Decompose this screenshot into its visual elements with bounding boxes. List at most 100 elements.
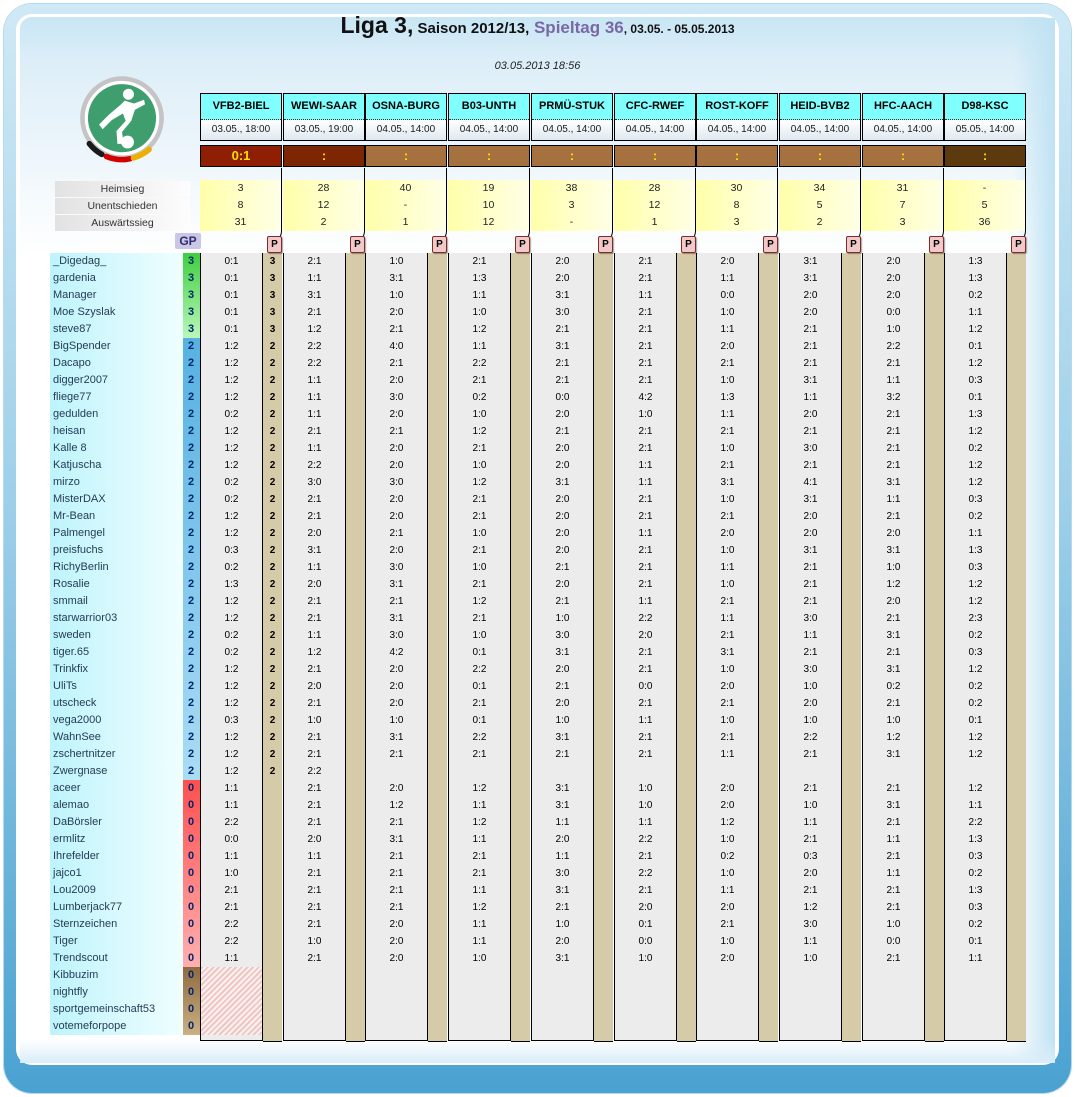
prediction-cell: 2:1 xyxy=(638,698,653,709)
points-cell: 2 xyxy=(269,562,276,573)
prediction-cell: 2:2 xyxy=(307,766,322,777)
match-teams: WEWI-SAAR xyxy=(284,94,364,120)
p-tab[interactable]: P xyxy=(681,236,696,253)
p-tab[interactable]: P xyxy=(267,236,282,253)
prediction-cell: 2:0 xyxy=(803,868,818,879)
gp-value: 3 xyxy=(187,323,195,335)
prediction-cell: 3:1 xyxy=(307,545,322,556)
p-tab[interactable]: P xyxy=(598,236,613,253)
gp-column-header[interactable]: GP xyxy=(175,233,201,249)
points-cell: 2 xyxy=(269,749,276,760)
points-cell: 2 xyxy=(269,443,276,454)
prediction-cell: 1:1 xyxy=(307,630,322,641)
gp-value: 2 xyxy=(187,476,195,488)
match-kickoff: 04.05., 14:00 xyxy=(615,120,695,140)
prediction-cell: 2:1 xyxy=(803,341,818,352)
points-column-bg xyxy=(511,253,530,1042)
match-column-header: VFB2-BIEL 03.05., 18:00 xyxy=(200,93,282,141)
player-name: _Digedag_ xyxy=(53,255,107,267)
player-name: alemao xyxy=(53,799,90,811)
prediction-cell: 2:1 xyxy=(389,902,404,913)
points-cell: 2 xyxy=(269,358,276,369)
prediction-cell: 1:2 xyxy=(224,460,239,471)
prediction-cell: 1:1 xyxy=(968,528,983,539)
title-matchday: Spieltag 36 xyxy=(529,18,624,37)
prediction-cell: 2:0 xyxy=(720,783,735,794)
prediction-cell: 1:0 xyxy=(886,919,901,930)
points-cell: 2 xyxy=(269,460,276,471)
prediction-cell: 1:1 xyxy=(886,868,901,879)
prediction-cell: 1:2 xyxy=(472,783,487,794)
prediction-cell: 2:1 xyxy=(803,749,818,760)
prediction-cell: 1:2 xyxy=(224,664,239,675)
prediction-cell: 2:1 xyxy=(720,426,735,437)
points-cell: 2 xyxy=(269,528,276,539)
prediction-cell: 1:1 xyxy=(968,800,983,811)
p-tab[interactable]: P xyxy=(515,236,530,253)
p-tab[interactable]: P xyxy=(1011,236,1026,253)
prediction-cell: 2:1 xyxy=(555,681,570,692)
match-result: : xyxy=(283,145,365,167)
points-cell: 2 xyxy=(269,341,276,352)
player-name: WahnSee xyxy=(53,731,101,743)
prediction-cell: 2:1 xyxy=(886,885,901,896)
p-tab[interactable]: P xyxy=(929,236,944,253)
prediction-cell: 1:2 xyxy=(472,426,487,437)
match-kickoff: 04.05., 14:00 xyxy=(697,120,777,140)
prediction-cell: 2:1 xyxy=(307,953,322,964)
league-logo xyxy=(76,74,168,166)
prediction-cell: 1:2 xyxy=(224,392,239,403)
score-column-bg xyxy=(531,253,594,1041)
score-column-bg xyxy=(365,253,428,1041)
prediction-cell: 2:1 xyxy=(555,902,570,913)
player-name: aceer xyxy=(53,782,81,794)
prediction-cell: 3:1 xyxy=(555,783,570,794)
prediction-cell: 2:1 xyxy=(886,613,901,624)
prediction-cell: 2:0 xyxy=(886,273,901,284)
prediction-cell: 2:1 xyxy=(307,902,322,913)
gp-value: 0 xyxy=(187,850,195,862)
prediction-cell: 1:2 xyxy=(886,579,901,590)
prediction-cell: 2:1 xyxy=(720,732,735,743)
match-kickoff: 05.05., 14:00 xyxy=(945,120,1025,140)
gp-value: 0 xyxy=(187,816,195,828)
prediction-cell: 2:1 xyxy=(803,324,818,335)
title-league: Liga 3, xyxy=(340,12,414,38)
gp-value: 0 xyxy=(187,1020,195,1032)
points-cell: 2 xyxy=(269,409,276,420)
prediction-cell: 1:0 xyxy=(803,800,818,811)
prediction-cell: 0:3 xyxy=(968,494,983,505)
prediction-cell: 2:0 xyxy=(720,953,735,964)
match-result: : xyxy=(862,145,944,167)
points-cell: 2 xyxy=(269,647,276,658)
prediction-cell: 2:1 xyxy=(472,545,487,556)
prediction-cell: 2:1 xyxy=(720,919,735,930)
stat-value: 34 xyxy=(813,182,826,194)
prediction-cell: 2:1 xyxy=(472,749,487,760)
prediction-cell: 3:1 xyxy=(886,749,901,760)
prediction-cell: 1:1 xyxy=(224,953,239,964)
stat-value: 5 xyxy=(816,199,823,211)
points-cell: 3 xyxy=(269,307,276,318)
prediction-cell: 1:2 xyxy=(224,698,239,709)
stat-value: - xyxy=(403,199,408,211)
stat-value: 3 xyxy=(237,182,244,194)
match-kickoff: 04.05., 14:00 xyxy=(366,120,446,140)
prediction-cell: 2:0 xyxy=(389,681,404,692)
prediction-cell: 2:1 xyxy=(886,953,901,964)
p-tab[interactable]: P xyxy=(350,236,365,253)
p-tab[interactable]: P xyxy=(432,236,447,253)
prediction-cell: 1:2 xyxy=(224,341,239,352)
prediction-cell: 2:1 xyxy=(307,256,322,267)
player-name: Moe Szyslak xyxy=(53,306,116,318)
prediction-cell: 1:0 xyxy=(389,290,404,301)
p-tab[interactable]: P xyxy=(846,236,861,253)
prediction-cell: 2:1 xyxy=(307,783,322,794)
prediction-cell: 1:0 xyxy=(307,715,322,726)
prediction-cell: 1:2 xyxy=(472,902,487,913)
prediction-cell: 2:1 xyxy=(638,324,653,335)
points-column-bg xyxy=(925,253,944,1042)
prediction-cell: 0:3 xyxy=(968,902,983,913)
p-tab[interactable]: P xyxy=(763,236,778,253)
stat-value: 10 xyxy=(482,199,495,211)
